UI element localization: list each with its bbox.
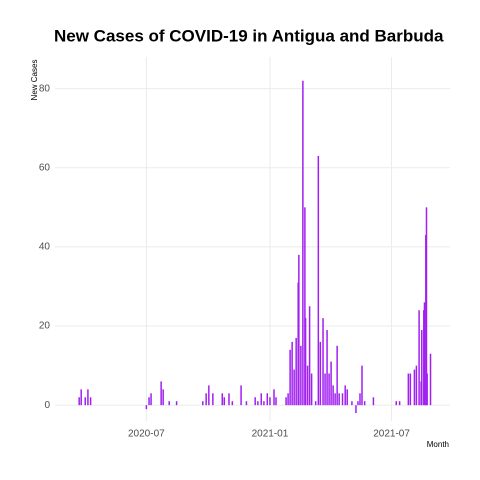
bar — [89, 397, 92, 406]
bar — [324, 373, 326, 406]
x-tick-label: 2021-07 — [373, 429, 410, 440]
bar — [326, 330, 328, 406]
bar — [338, 393, 340, 406]
bar — [421, 330, 423, 406]
bar — [223, 397, 226, 406]
bar — [84, 397, 86, 406]
bar — [285, 397, 287, 406]
bar — [300, 345, 302, 406]
bar — [295, 337, 297, 406]
bar — [355, 405, 357, 414]
bar — [319, 341, 322, 406]
bar — [341, 393, 344, 406]
bar — [418, 310, 420, 406]
bar — [275, 397, 277, 406]
bar — [306, 365, 309, 406]
bar — [336, 345, 338, 406]
bar — [357, 401, 359, 406]
bar — [273, 389, 275, 406]
y-tick-label: 0 — [44, 400, 50, 411]
bar — [263, 401, 265, 406]
y-tick-label: 20 — [39, 321, 51, 332]
bar — [168, 401, 170, 406]
bar — [332, 385, 334, 406]
bar — [407, 373, 410, 406]
bar — [346, 389, 348, 406]
y-axis-label: New Cases — [30, 60, 39, 101]
bar — [322, 318, 324, 406]
bar — [328, 373, 330, 406]
bar — [317, 155, 320, 406]
bar — [254, 397, 256, 406]
bar — [363, 401, 366, 406]
x-tick-label: 2021-01 — [252, 429, 289, 440]
bar — [344, 385, 346, 406]
bar — [257, 401, 259, 406]
bar — [359, 393, 361, 406]
chart-title: New Cases of COVID-19 in Antigua and Bar… — [54, 26, 444, 45]
bar — [304, 318, 307, 406]
bar — [87, 389, 89, 406]
bar — [221, 393, 224, 406]
bar — [228, 393, 230, 406]
bar — [150, 393, 152, 406]
bar — [205, 393, 207, 406]
bar — [240, 385, 242, 406]
bar — [269, 397, 271, 406]
bar — [208, 385, 210, 406]
bar — [291, 341, 293, 406]
bar — [395, 401, 398, 406]
y-tick-label: 60 — [39, 162, 51, 173]
bar — [231, 401, 234, 406]
bar — [160, 381, 162, 406]
bar — [148, 397, 150, 406]
bar — [409, 373, 412, 406]
bar — [78, 397, 80, 406]
bar — [80, 389, 82, 406]
bar — [398, 401, 401, 406]
bar — [351, 401, 353, 406]
bar — [361, 365, 363, 406]
bar — [308, 306, 311, 406]
bar — [293, 369, 295, 406]
bar — [212, 393, 214, 406]
bar — [245, 401, 248, 406]
bar — [310, 373, 313, 406]
y-tick-label: 40 — [39, 242, 51, 253]
bar — [266, 393, 269, 406]
x-axis-label: Month — [427, 440, 449, 449]
bar — [330, 361, 332, 406]
bar — [145, 405, 148, 410]
bar — [162, 389, 164, 406]
bar — [413, 369, 416, 406]
bar — [429, 353, 432, 406]
bar — [302, 80, 304, 406]
bar — [287, 393, 289, 406]
bar — [298, 254, 300, 406]
bar — [202, 401, 204, 406]
bar — [314, 401, 317, 406]
x-tick-label: 2020-07 — [128, 429, 165, 440]
bar — [372, 397, 375, 406]
bar — [426, 373, 428, 406]
bar — [425, 207, 428, 406]
y-tick-label: 80 — [39, 83, 51, 94]
bar — [415, 365, 418, 406]
bar — [334, 393, 336, 406]
bar — [304, 207, 306, 406]
bar — [260, 393, 262, 406]
bar — [175, 401, 178, 406]
bar — [289, 349, 291, 406]
bar — [423, 302, 426, 406]
